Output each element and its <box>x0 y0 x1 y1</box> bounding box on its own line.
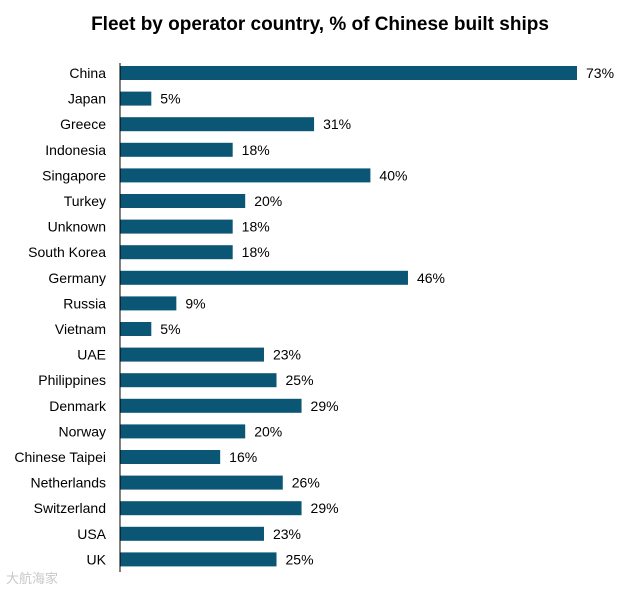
category-label: China <box>69 65 106 81</box>
bar-germany <box>120 270 408 285</box>
value-label: 16% <box>229 449 257 465</box>
value-label: 20% <box>254 193 282 209</box>
value-label: 23% <box>273 526 301 542</box>
bar-chinese-taipei <box>120 450 221 464</box>
bar-china <box>120 66 577 80</box>
bar-japan <box>120 91 152 106</box>
value-label: 5% <box>160 91 180 107</box>
category-label: USA <box>77 526 106 542</box>
value-label: 18% <box>242 244 270 260</box>
bar-indonesia <box>120 142 233 157</box>
category-label: Philippines <box>38 372 106 388</box>
bar-south-korea <box>120 245 233 260</box>
bar-singapore <box>120 168 371 183</box>
value-label: 25% <box>286 551 314 567</box>
bar-vietnam <box>120 322 152 336</box>
value-label: 29% <box>311 500 339 516</box>
bar-turkey <box>120 194 246 208</box>
bar-uae <box>120 347 264 362</box>
bar-unknown <box>120 219 233 234</box>
bar-switzerland <box>120 501 302 516</box>
value-label: 9% <box>185 295 205 311</box>
category-label: Switzerland <box>34 500 106 516</box>
bar-netherlands <box>120 475 283 490</box>
watermark: 大航海家 <box>6 572 59 587</box>
value-label: 18% <box>242 219 270 235</box>
bar-norway <box>120 424 246 439</box>
value-label: 40% <box>379 167 407 183</box>
category-label: Russia <box>63 295 106 311</box>
category-label: Netherlands <box>31 475 107 491</box>
bar-denmark <box>120 398 302 413</box>
value-label: 31% <box>323 116 351 132</box>
value-label: 23% <box>273 347 301 363</box>
value-label: 20% <box>254 423 282 439</box>
category-label: Vietnam <box>55 321 106 337</box>
bar-philippines <box>120 373 277 388</box>
bar-russia <box>120 296 177 311</box>
category-label: South Korea <box>28 244 106 260</box>
bar-greece <box>120 117 315 132</box>
value-label: 29% <box>311 398 339 414</box>
category-label: Unknown <box>48 219 106 235</box>
category-label: Germany <box>48 270 106 286</box>
category-label: Indonesia <box>45 142 106 158</box>
category-label: UAE <box>77 347 106 363</box>
category-label: Japan <box>68 91 106 107</box>
bars-layer: China 73% Japan 5% Greece 31% Indonesia 18% Sing… <box>14 65 614 567</box>
chart-title: Fleet by operator country, % of Chinese … <box>91 14 549 35</box>
category-label: Chinese Taipei <box>14 449 106 465</box>
category-label: Norway <box>59 423 106 439</box>
bar-uk <box>120 552 277 567</box>
category-label: Denmark <box>49 398 107 414</box>
value-label: 18% <box>242 142 270 158</box>
value-label: 46% <box>417 270 445 286</box>
bar-usa <box>120 526 264 541</box>
value-label: 5% <box>160 321 180 337</box>
category-label: Turkey <box>64 193 106 209</box>
value-label: 25% <box>286 372 314 388</box>
value-label: 26% <box>292 475 320 491</box>
value-label: 73% <box>586 65 614 81</box>
category-label: Greece <box>60 116 106 132</box>
category-label: Singapore <box>42 167 106 183</box>
category-label: UK <box>87 551 107 567</box>
